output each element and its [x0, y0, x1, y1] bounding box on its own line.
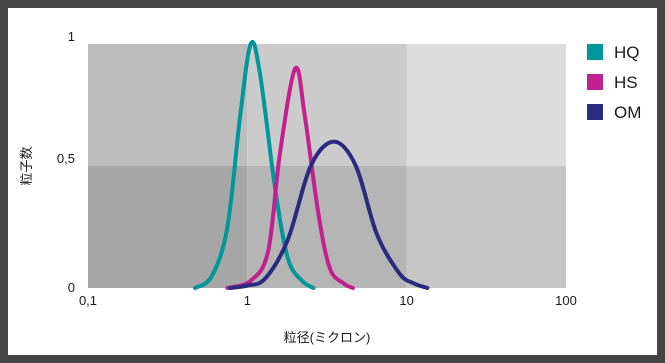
y-tick-label: 1: [68, 29, 75, 44]
legend-swatch-hs: [587, 74, 603, 90]
x-tick-label: 0,1: [79, 293, 97, 308]
x-tick-label: 1: [244, 293, 251, 308]
plot-band-upper: [406, 44, 566, 166]
x-tick-label: 10: [399, 293, 413, 308]
legend: HQ HS OM: [587, 43, 641, 122]
legend-label-om: OM: [614, 103, 641, 122]
legend-swatch-hq: [587, 44, 603, 60]
series-line-om: [228, 139, 430, 290]
legend-label-hs: HS: [614, 73, 638, 92]
plot-band-lower: [88, 166, 248, 288]
y-axis-label: 粒子数: [19, 146, 34, 185]
legend-label-hq: HQ: [614, 43, 640, 62]
legend-swatch-om: [587, 104, 603, 120]
series-line-hs: [225, 65, 355, 290]
series-layer: [193, 40, 430, 290]
x-tick-label: 100: [555, 293, 577, 308]
plot-band-upper: [88, 44, 248, 166]
tick-labels: 0,1 1 10 100 0 0,5 1: [57, 29, 577, 308]
plot-band-lower: [406, 166, 566, 288]
x-axis-label: 粒径(ミクロン): [284, 330, 371, 345]
series-line-hq: [193, 40, 316, 290]
y-tick-label: 0: [68, 280, 75, 295]
y-tick-label: 0,5: [57, 151, 75, 166]
